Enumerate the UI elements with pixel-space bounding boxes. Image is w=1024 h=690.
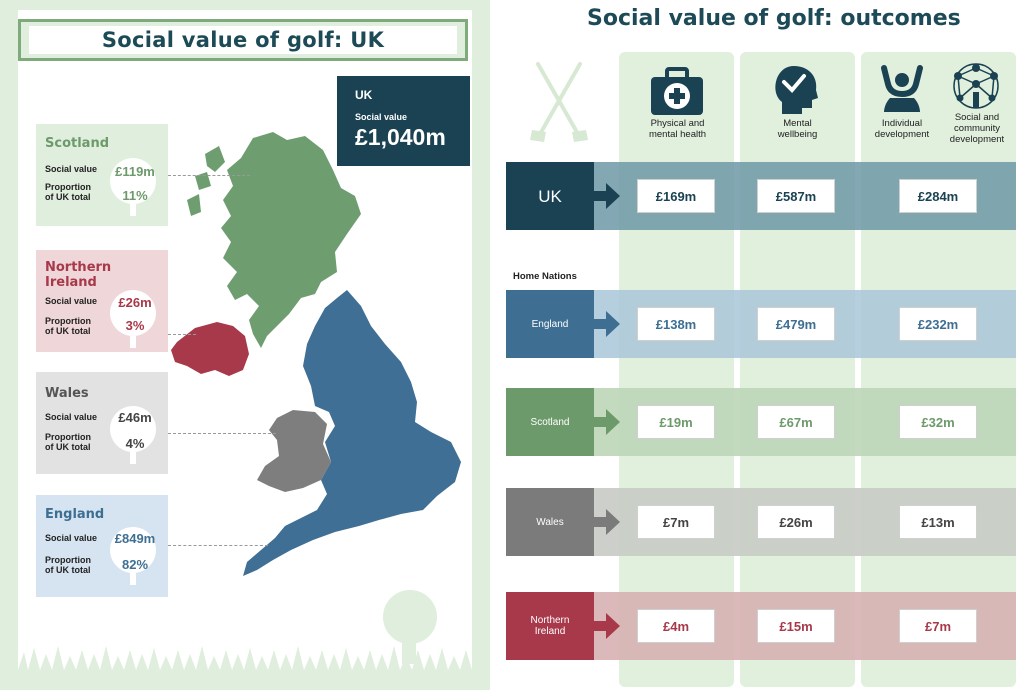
column-header-individual-development: Individual development	[874, 118, 930, 140]
value-northern-ireland-mental-wellbeing: £15m	[757, 609, 835, 643]
social-value-label: Social value	[45, 296, 98, 306]
row-label-scotland: Scotland	[506, 388, 594, 456]
golf-tee-icon	[130, 204, 136, 216]
scotland-card: Scotland Social value Proportion of UK to…	[36, 124, 168, 226]
value-england-development: £232m	[899, 307, 977, 341]
value-northern-ireland-development: £7m	[899, 609, 977, 643]
arrow-right-icon	[594, 409, 620, 435]
arrow-right-icon	[594, 183, 620, 209]
proportion-label: Proportion of UK total	[45, 182, 91, 202]
first-aid-kit-icon	[651, 67, 703, 115]
leader-line	[168, 433, 276, 434]
home-nations-label: Home Nations	[513, 271, 577, 282]
column-band-development	[861, 52, 1016, 687]
social-value-label: Social value	[45, 164, 98, 174]
wales-card: Wales Social value Proportion of UK total…	[36, 372, 168, 474]
outcomes-title: Social value of golf: outcomes	[587, 6, 961, 31]
leader-line	[168, 545, 268, 546]
map-scotland	[187, 132, 361, 348]
arrow-right-icon	[594, 311, 620, 337]
uk-social-value: £1,040m	[355, 124, 446, 150]
arrow-right-icon	[594, 509, 620, 535]
nation-name: Scotland	[45, 136, 110, 151]
value-england-physical-health: £138m	[637, 307, 715, 341]
row-label-wales: Wales	[506, 488, 594, 556]
nation-name: Wales	[45, 386, 89, 401]
uk-social-value-label: Social value	[355, 112, 408, 122]
uk-total-card: UK Social value £1,040m	[337, 76, 470, 166]
column-band-physical-health	[619, 52, 734, 687]
value-northern-ireland-physical-health: £4m	[637, 609, 715, 643]
grass-decoration	[18, 646, 472, 685]
northern-ireland-card: Northern Ireland Social value Proportion o…	[36, 250, 168, 352]
social-value-label: Social value	[45, 412, 98, 422]
golf-ball-icon	[110, 290, 156, 336]
golf-tee-icon	[130, 336, 136, 348]
proportion-label: Proportion of UK total	[45, 555, 91, 575]
nation-name: Northern Ireland	[45, 260, 112, 290]
column-header-mental-wellbeing: Mental wellbeing	[777, 118, 818, 140]
arrow-right-icon	[594, 613, 620, 639]
proportion-label: Proportion of UK total	[45, 432, 91, 452]
network-people-icon	[953, 63, 999, 109]
value-wales-mental-wellbeing: £26m	[757, 505, 835, 539]
column-header-social-community-development: Social and community development	[949, 112, 1005, 145]
map-northern-ireland	[171, 322, 249, 376]
nation-name: England	[45, 507, 105, 522]
proportion-value: 3%	[125, 318, 145, 333]
value-scotland-development: £32m	[899, 405, 977, 439]
leader-line	[168, 175, 250, 176]
value-wales-physical-health: £7m	[637, 505, 715, 539]
column-band-mental-wellbeing	[740, 52, 855, 687]
uk-map	[171, 132, 461, 576]
page-title: Social value of golf: UK	[101, 28, 385, 52]
golf-ball-icon	[110, 527, 156, 573]
social-value-label: Social value	[45, 533, 98, 543]
england-card: England Social value Proportion of UK tot…	[36, 495, 168, 597]
leader-line	[168, 334, 196, 335]
column-header-physical-health: Physical and mental health	[648, 118, 707, 140]
value-uk-development: £284m	[899, 179, 977, 213]
proportion-value: 4%	[125, 436, 145, 451]
golf-tee-icon	[130, 573, 136, 585]
row-label-uk: UK	[506, 162, 594, 230]
value-scotland-physical-health: £19m	[637, 405, 715, 439]
golf-tee-icon	[130, 452, 136, 464]
map-england	[243, 290, 461, 576]
map-wales	[257, 410, 331, 492]
person-arms-up-icon	[881, 65, 923, 112]
head-check-icon	[775, 66, 818, 114]
proportion-value: 11%	[122, 188, 148, 203]
golf-ball-icon	[383, 590, 437, 644]
row-label-northern-ireland: Northern Ireland	[506, 592, 594, 660]
uk-label: UK	[355, 88, 373, 102]
row-label-england: England	[506, 290, 594, 358]
social-value: £849m	[114, 531, 156, 546]
proportion-label: Proportion of UK total	[45, 316, 91, 336]
value-uk-physical-health: £169m	[637, 179, 715, 213]
title-frame: Social value of golf: UK	[18, 19, 468, 61]
golf-tee-icon	[402, 642, 416, 664]
value-uk-mental-wellbeing: £587m	[757, 179, 835, 213]
value-scotland-mental-wellbeing: £67m	[757, 405, 835, 439]
value-wales-development: £13m	[899, 505, 977, 539]
social-value: £26m	[118, 295, 152, 310]
value-england-mental-wellbeing: £479m	[757, 307, 835, 341]
social-value: £119m	[115, 164, 155, 179]
crossed-golf-clubs-icon	[530, 62, 588, 142]
golf-ball-icon	[110, 406, 156, 452]
golf-ball-icon	[110, 158, 156, 204]
proportion-value: 82%	[121, 557, 149, 572]
social-value: £46m	[118, 410, 152, 425]
